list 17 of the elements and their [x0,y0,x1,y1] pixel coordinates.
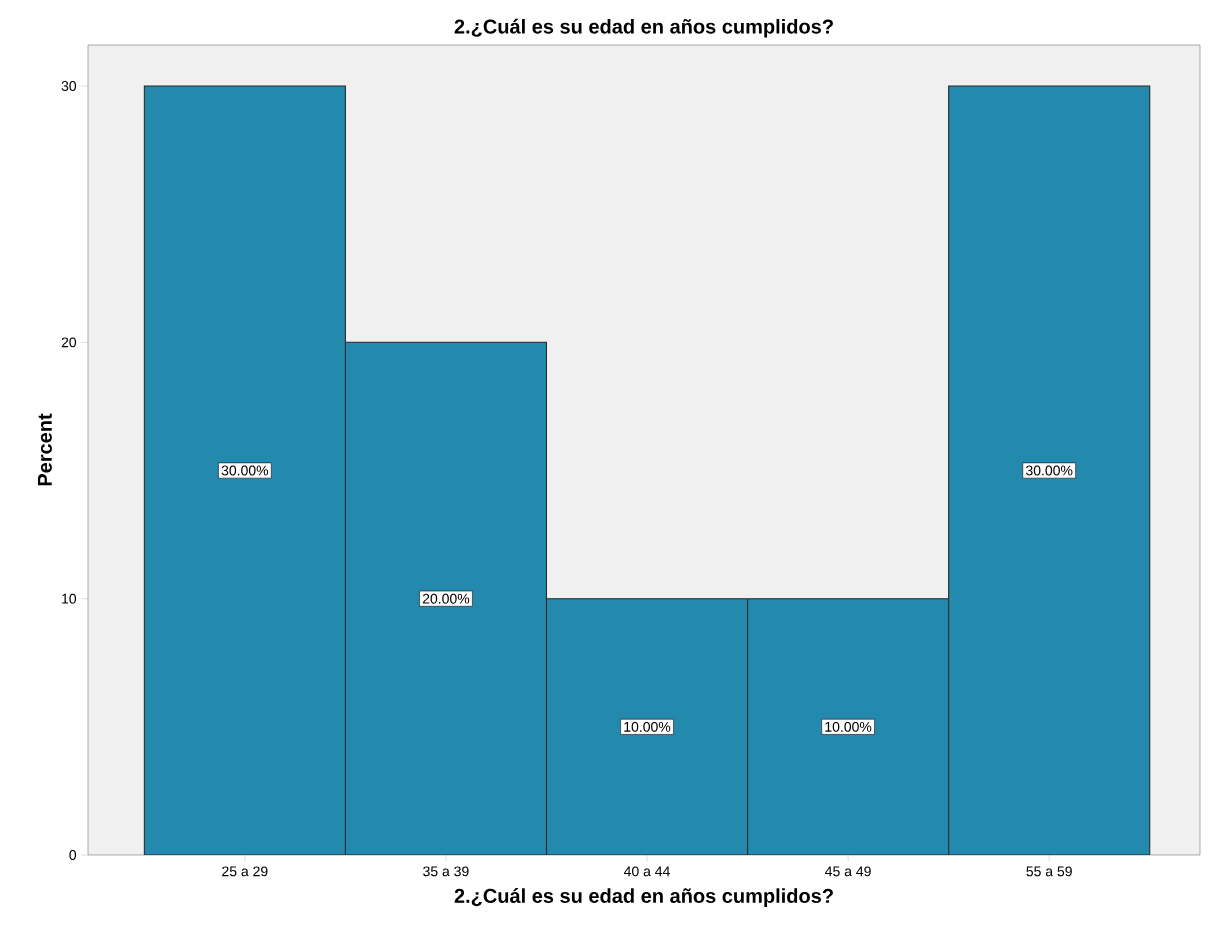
x-tick-label: 35 a 39 [423,866,469,877]
x-axis-title: 2.¿Cuál es su edad en años cumplidos? [454,888,833,907]
x-tick-label: 25 a 29 [222,866,268,877]
data-label: 20.00% [422,593,470,604]
y-axis-title: Percent [37,413,52,486]
x-tick-label: 45 a 49 [825,866,871,877]
data-label: 30.00% [221,465,269,476]
data-label: 10.00% [825,721,872,732]
x-tick-label: 55 a 59 [1026,866,1072,877]
y-tick-label: 10 [62,593,77,604]
x-tick-label: 40 a 44 [623,866,670,877]
y-tick-label: 30 [61,81,77,91]
y-tick-label: 0 [69,850,77,860]
data-label: 10.00% [624,721,671,732]
data-label: 30.00% [1025,465,1073,476]
y-tick-label: 20 [61,337,77,348]
chart-title: 2.¿Cuál es su edad en años cumplidos? [454,18,833,38]
